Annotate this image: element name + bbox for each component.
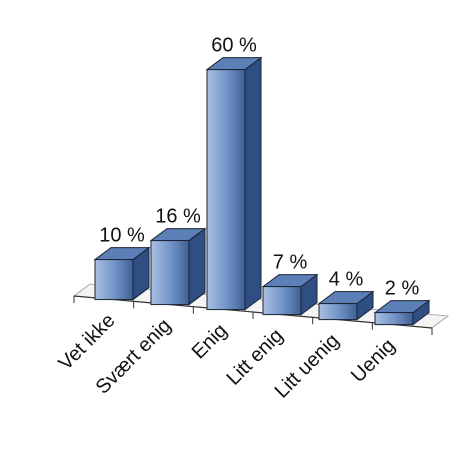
data-label-litt-uenig: 4 % <box>329 269 364 291</box>
bar-front-face <box>262 286 302 316</box>
bar-front-face <box>94 259 134 301</box>
data-labels-group: 10 % 16 % 60 % 7 % 4 % 2 % <box>99 35 419 300</box>
data-label-uenig: 2 % <box>385 278 420 300</box>
bar-svaert-enig <box>149 227 207 306</box>
bar-front-face <box>374 312 414 326</box>
bar-front-face <box>318 303 358 321</box>
bar-front-face <box>150 240 190 306</box>
bar-side-face <box>188 227 206 306</box>
bar-front-face <box>206 69 246 311</box>
bar-side-face <box>244 56 262 311</box>
bar-litt-enig <box>261 273 319 316</box>
data-label-enig: 60 % <box>211 35 257 57</box>
category-label-uenig: Uenig <box>347 335 400 388</box>
data-label-vet-ikke: 10 % <box>99 225 145 247</box>
data-label-litt-enig: 7 % <box>273 252 308 274</box>
bar-enig <box>205 56 263 311</box>
data-label-svaert-enig: 16 % <box>155 206 201 228</box>
category-label-enig: Enig <box>188 320 232 364</box>
bar-vet-ikke <box>93 246 151 301</box>
bars-group <box>93 56 431 326</box>
bar-uenig <box>373 299 431 326</box>
bar-litt-uenig <box>317 290 375 321</box>
